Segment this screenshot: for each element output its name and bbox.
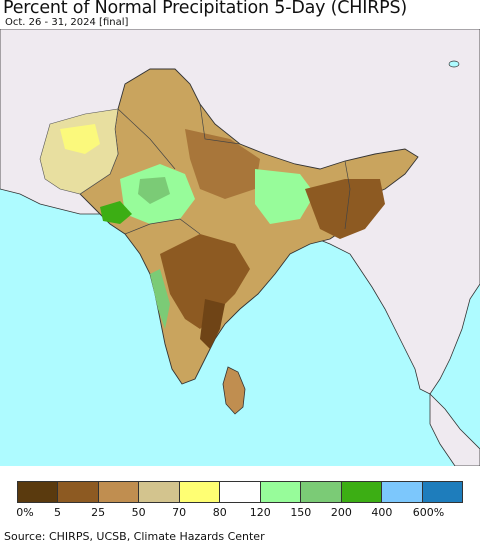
legend-label-6: 120 [249, 506, 271, 519]
region-central-brown [185, 129, 260, 199]
legend-label-0: 0% [16, 506, 34, 519]
map-canvas [0, 29, 480, 466]
region-westcoast-green [150, 269, 170, 329]
legend-swatch-0 [18, 482, 59, 502]
country-borders [117, 103, 351, 235]
region-bengal-brown [305, 179, 385, 239]
land-southeast [429, 393, 480, 466]
map-subtitle: Oct. 26 - 31, 2024 [final] [5, 17, 129, 28]
legend-label-7: 150 [290, 506, 312, 519]
region-east-green [255, 169, 315, 224]
legend-swatch-5 [220, 482, 261, 502]
legend-swatch-6 [260, 482, 302, 502]
legend-colorbar [17, 481, 463, 503]
region-rajasthan-midgreen [138, 177, 170, 204]
legend-swatch-4 [179, 482, 221, 502]
lake-marker [448, 60, 460, 68]
region-afghan-yellow [60, 124, 100, 154]
legend-label-1: 5 [54, 506, 62, 519]
legend-swatch-8 [341, 482, 383, 502]
legend-label-8: 200 [330, 506, 352, 519]
precipitation-map [0, 29, 480, 466]
legend-label-9: 400 [371, 506, 393, 519]
legend-label-4: 70 [172, 506, 187, 519]
legend-swatch-3 [139, 482, 180, 502]
source-credit: Source: CHIRPS, UCSB, Climate Hazards Ce… [4, 530, 265, 543]
region-gujarat-darkgreen [100, 201, 132, 224]
legend-label-2: 25 [91, 506, 106, 519]
legend-label-3: 50 [131, 506, 146, 519]
map-title: Percent of Normal Precipitation 5-Day (C… [3, 0, 408, 18]
region-south-darkbrown [200, 299, 225, 349]
legend-label-5: 80 [212, 506, 227, 519]
legend-swatch-1 [58, 482, 99, 502]
legend-label-10: 600% [412, 506, 445, 519]
legend-swatch-10 [422, 482, 462, 502]
legend-swatch-9 [382, 482, 423, 502]
legend-swatch-2 [98, 482, 140, 502]
legend-swatch-7 [301, 482, 342, 502]
sri-lanka [222, 366, 246, 415]
region-deccan-brown [160, 234, 250, 329]
